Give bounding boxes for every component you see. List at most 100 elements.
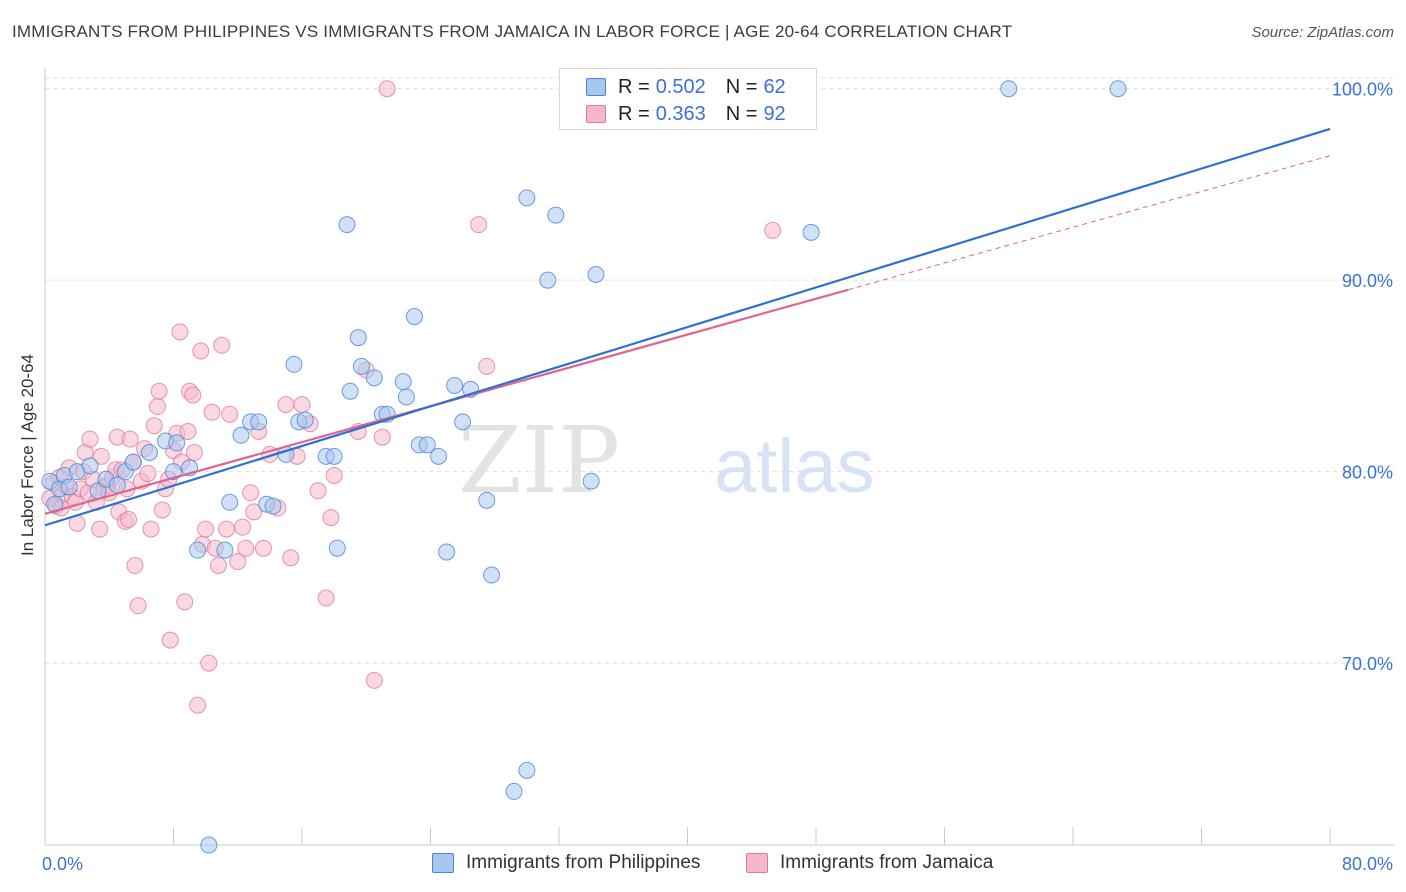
legend-row-philippines: R = 0.502 N = 62 (586, 75, 786, 99)
philippines-point (430, 447, 448, 465)
philippines-point (505, 782, 523, 800)
philippines-point (394, 373, 412, 391)
tick-labels: 70.0% 80.0% 90.0% 100.0% 0.0% 80.0% (42, 80, 1393, 874)
jamaica-point (92, 447, 110, 465)
philippines-point (1109, 80, 1127, 98)
correlation-legend: R = 0.502 N = 62 R = 0.363 N = 92 (559, 68, 817, 130)
legend-r-label: R = (618, 75, 650, 98)
watermark-atlas: atlas (714, 424, 875, 509)
philippines-point (328, 539, 346, 557)
jamaica-point (242, 484, 260, 502)
jamaica-point (161, 631, 179, 649)
bottom-legend-philippines: Immigrants from Philippines (432, 852, 700, 874)
philippines-point (338, 216, 356, 234)
jamaica-point (150, 382, 168, 400)
philippines-point (405, 308, 423, 326)
philippines-point (232, 426, 250, 444)
philippines-point (124, 453, 142, 471)
bottom-legend-swatch-philippines (432, 853, 454, 873)
jamaica-point (277, 396, 295, 414)
philippines-point (60, 478, 78, 496)
jamaica-point (120, 511, 138, 529)
philippines-point (802, 223, 820, 241)
jamaica-point (153, 501, 171, 519)
jamaica-point (81, 430, 99, 448)
philippines-point (285, 355, 303, 373)
jamaica-point (764, 221, 782, 239)
philippines-point (454, 413, 472, 431)
philippines-point (216, 541, 234, 559)
jamaica-point (129, 597, 147, 615)
jamaica-point (229, 553, 247, 571)
jamaica-point (373, 428, 391, 446)
jamaica-point (148, 398, 166, 416)
jamaica-point (209, 556, 227, 574)
jamaica-point (126, 556, 144, 574)
y-tick-label: 90.0% (1342, 271, 1393, 291)
philippines-point (397, 388, 415, 406)
legend-r-value-philippines: 0.502 (655, 75, 706, 98)
y-tick-label: 100.0% (1332, 80, 1393, 100)
y-tick-label: 70.0% (1342, 654, 1393, 674)
jamaica-point (317, 589, 335, 607)
jamaica-point (325, 466, 343, 484)
jamaica-point (200, 654, 218, 672)
jamaica-point (322, 509, 340, 527)
jamaica-point (378, 80, 396, 98)
jamaica-point (192, 342, 210, 360)
philippines-point (365, 369, 383, 387)
philippines-point (352, 357, 370, 375)
jamaica-point (139, 465, 157, 483)
jamaica-point (184, 386, 202, 404)
philippines-point (483, 566, 501, 584)
legend-n-value-jamaica: 92 (763, 102, 786, 125)
jamaica-point (121, 430, 139, 448)
jamaica-point (171, 323, 189, 341)
philippines-point (168, 434, 186, 452)
jamaica-point (293, 396, 311, 414)
philippines-point (478, 491, 496, 509)
y-axis-label: In Labor Force | Age 20-64 (18, 354, 37, 556)
jamaica-point (478, 357, 496, 375)
philippines-point (200, 836, 218, 854)
philippines-point (418, 436, 436, 454)
bottom-legend-jamaica: Immigrants from Jamaica (746, 852, 993, 874)
x-tick-label-max: 80.0% (1342, 854, 1393, 874)
jamaica-point (185, 444, 203, 461)
jamaica-point (234, 518, 252, 536)
trend-lines (44, 127, 1331, 527)
jamaica-point (245, 503, 263, 521)
legend-n-label: N = (725, 75, 758, 98)
jamaica-point (189, 696, 207, 714)
philippines-point (587, 265, 605, 283)
philippines-point (296, 411, 314, 429)
series-philippines (41, 80, 1127, 854)
legend-r-value-jamaica: 0.363 (655, 102, 706, 125)
legend-r-label: R = (618, 102, 650, 125)
bottom-legend-label-jamaica: Immigrants from Jamaica (780, 852, 994, 873)
philippines-point (438, 543, 456, 561)
jamaica-point (176, 593, 194, 611)
jamaica-point (213, 336, 231, 354)
philippines-point (140, 444, 158, 461)
philippines-point (518, 189, 536, 207)
philippines-point (582, 472, 600, 490)
jamaica-point (203, 403, 221, 421)
philippines-point (518, 761, 536, 779)
jamaica-point (282, 549, 300, 567)
jamaica-point (142, 520, 160, 538)
philippines-point (539, 271, 557, 289)
watermark: ZIP atlas (458, 407, 875, 514)
source-label: Source: ZipAtlas.com (1251, 24, 1394, 41)
jamaica-point (145, 417, 163, 435)
philippines-point (81, 457, 99, 475)
jamaica-point (179, 422, 197, 440)
jamaica-point (221, 405, 239, 423)
jamaica-point (254, 539, 272, 557)
philippines-point (341, 382, 359, 400)
legend-row-jamaica: R = 0.363 N = 92 (586, 102, 786, 126)
philippines-point (221, 493, 239, 511)
bottom-legend-label-philippines: Immigrants from Philippines (466, 852, 701, 873)
jamaica-point (309, 482, 327, 500)
